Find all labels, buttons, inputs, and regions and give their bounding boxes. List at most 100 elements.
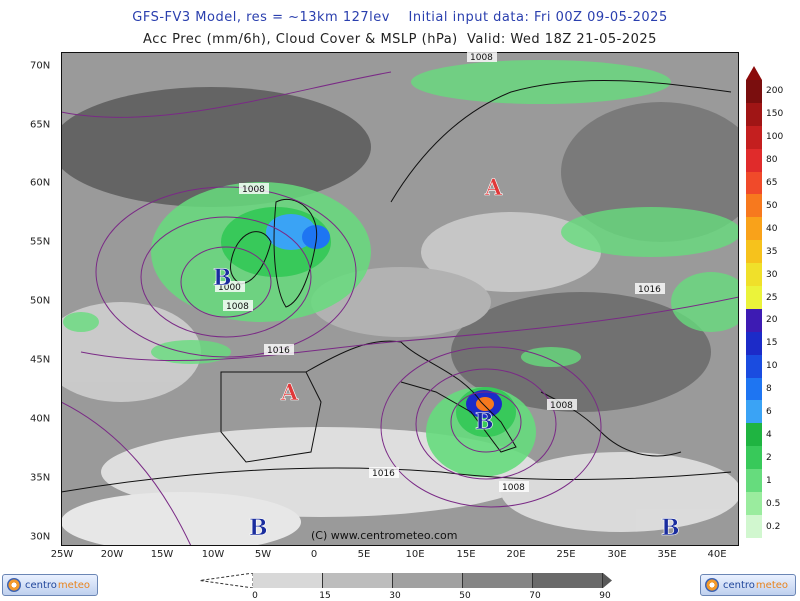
cloud-bar-label: 90 — [599, 591, 611, 601]
lon-label: 10W — [201, 549, 225, 560]
map-frame — [61, 52, 739, 546]
lat-label: 60N — [30, 177, 51, 189]
pressure-label: 1008 — [550, 401, 573, 411]
colorbar-cell — [746, 240, 762, 264]
cloud-bar-segment — [533, 573, 603, 588]
pressure-label: 1008 — [242, 185, 265, 195]
precip-area — [411, 60, 671, 104]
pressure-label: 1000 — [218, 283, 241, 293]
pressure-label: 1008 — [502, 483, 525, 493]
lon-label: 0 — [310, 549, 318, 560]
isobar — [80, 296, 739, 362]
isobar — [415, 368, 557, 480]
colorbar-cell — [746, 469, 762, 493]
cloud-bar-label: 30 — [389, 591, 401, 601]
precip-area — [671, 272, 739, 332]
lon-label: 25E — [556, 549, 576, 560]
lon-label: 15E — [456, 549, 476, 560]
high-pressure-marker: A — [280, 380, 299, 406]
cloud-bar-segment — [323, 573, 393, 588]
coastline — [230, 231, 272, 285]
cloud-patch — [421, 212, 601, 292]
pressure-label: 1016 — [638, 285, 661, 295]
cloud-bar-label: 70 — [529, 591, 541, 601]
lon-label: 40E — [707, 549, 727, 560]
lat-label: 55N — [30, 236, 51, 248]
precip-area — [151, 340, 231, 364]
colorbar-label: 0.2 — [766, 521, 781, 532]
lon-label: 5W — [254, 549, 272, 560]
weather-map: 1008 1008 1000 1008 1016 1016 1008 1016 … — [61, 52, 739, 546]
cloud-cover-bar — [253, 573, 603, 588]
colorbar-label: 65 — [766, 178, 778, 189]
isobar — [450, 391, 522, 453]
colorbar-cell — [746, 377, 762, 401]
lon-label: 5E — [357, 549, 371, 560]
lon-label: 35E — [657, 549, 677, 560]
centrometeo-logo-left[interactable]: centro meteo — [2, 574, 98, 596]
low-pressure-marker: B — [249, 515, 268, 541]
colorbar-cell — [746, 171, 762, 195]
colorbar-label: 2 — [766, 452, 772, 463]
lon-label: 30E — [607, 549, 627, 560]
pressure-label: 1008 — [470, 53, 493, 63]
colorbar-cell — [746, 148, 762, 172]
lon-label: 20E — [506, 549, 526, 560]
colorbar-label: 30 — [766, 269, 778, 280]
colorbar-cell — [746, 102, 762, 126]
cloud-bar-label: 0 — [252, 591, 258, 601]
centrometeo-logo-icon — [705, 578, 719, 592]
isobar — [140, 216, 312, 338]
logo-text: centro — [723, 579, 755, 591]
cloud-patch — [451, 292, 711, 412]
colorbar-label: 200 — [766, 86, 784, 97]
lon-label: 25W — [50, 549, 74, 560]
colorbar-label: 20 — [766, 315, 778, 326]
lon-label: 15W — [150, 549, 174, 560]
coastline — [305, 340, 517, 453]
pressure-label: 1016 — [372, 469, 395, 479]
cloud-bar-label: 50 — [459, 591, 471, 601]
isobar — [61, 401, 192, 546]
lat-label: 65N — [30, 119, 51, 131]
lat-label: 45N — [30, 354, 51, 366]
colorbar-label: 150 — [766, 109, 784, 120]
lon-label: 10E — [405, 549, 425, 560]
pressure-label: 1008 — [226, 302, 249, 312]
colorbar-cell — [746, 80, 762, 103]
model-title: GFS-FV3 Model, res = ~13km 127lev Initia… — [132, 10, 668, 25]
colorbar-arrow — [746, 66, 762, 80]
coastline — [390, 79, 732, 203]
colorbar-cell — [746, 263, 762, 287]
lat-label: 35N — [30, 472, 51, 484]
pressure-label: 1016 — [267, 346, 290, 356]
lat-label: 50N — [30, 295, 51, 307]
colorbar-cell — [746, 446, 762, 470]
precipitation-layer — [63, 60, 739, 477]
cloud-bar-segment — [253, 573, 323, 588]
coastline — [61, 467, 732, 493]
colorbar-label: 1 — [766, 475, 772, 486]
centrometeo-logo-icon — [7, 578, 21, 592]
high-pressure-marker: A — [484, 175, 503, 201]
logo-text-accent: meteo — [755, 579, 789, 591]
colorbar-cell — [746, 308, 762, 332]
colorbar-label: 15 — [766, 338, 778, 349]
colorbar-label: 8 — [766, 384, 772, 395]
colorbar-label: 100 — [766, 132, 784, 143]
precip-area — [561, 207, 739, 257]
colorbar-cell — [746, 423, 762, 447]
precip-area — [63, 312, 99, 332]
colorbar-label: 80 — [766, 155, 778, 166]
cloud-patch — [501, 452, 739, 532]
colorbar-cells — [746, 80, 762, 538]
logo-text-accent: meteo — [57, 579, 91, 591]
colorbar-label: 40 — [766, 223, 778, 234]
centrometeo-logo-right[interactable]: centro meteo — [700, 574, 796, 596]
logo-text: centro — [25, 579, 57, 591]
precip-area — [302, 225, 330, 249]
precip-area — [521, 347, 581, 367]
isobar — [180, 246, 272, 318]
colorbar-label: 25 — [766, 292, 778, 303]
colorbar-cell — [746, 400, 762, 424]
